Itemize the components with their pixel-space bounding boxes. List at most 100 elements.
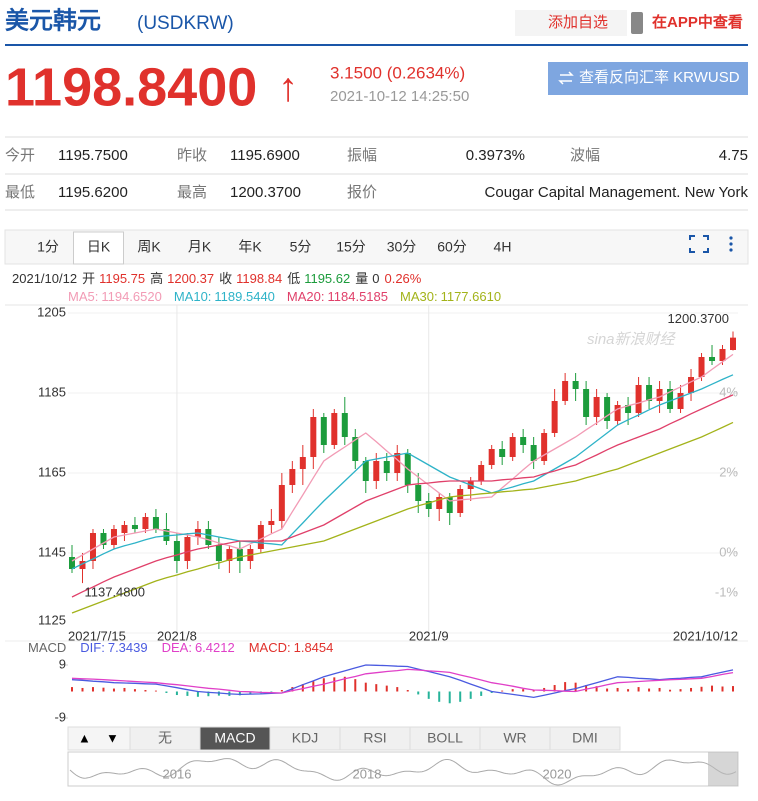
high-label: 1200.3700 [668, 311, 729, 326]
indicator-tab[interactable]: RSI [363, 730, 386, 746]
indicator-tabs: ▲ ▼ 无 MACD KDJ RSI BOLL WR DMI [67, 726, 621, 751]
code: (USDKRW) [137, 13, 234, 34]
tab[interactable]: 日K [87, 239, 111, 255]
x-tick-label: 2021/7/15 [68, 628, 126, 643]
candle-body [572, 381, 579, 389]
stat-label: 振幅 [347, 147, 377, 164]
candle-body [215, 545, 222, 561]
candle-body [415, 485, 422, 501]
candle-body [352, 437, 359, 461]
y-tick-label: 1145 [38, 544, 66, 559]
candle-body [89, 533, 96, 561]
stat-value: Cougar Capital Management. New York [485, 184, 749, 201]
macd-name: DIF: [80, 640, 105, 655]
ohlc-value: 1198.84 [236, 271, 282, 286]
candle-body [499, 449, 506, 457]
tab[interactable]: 月K [188, 239, 212, 255]
reverse-label[interactable]: 查看反向汇率 KRWUSD [579, 69, 740, 86]
candle-body [446, 497, 453, 513]
ohlc-line: 2021/10/12 开 1195.75 高 1200.37 收 1198.84 低 1195.… [12, 271, 422, 286]
tab[interactable]: 周K [137, 239, 161, 255]
change: 3.1500 (0.2634%) [330, 63, 465, 82]
tab[interactable]: 15分 [336, 239, 366, 255]
candle-body [173, 541, 180, 561]
ohlc-value: 1195.75 [99, 271, 145, 286]
tab[interactable]: 年K [238, 239, 262, 255]
y2-tick-label: -1% [715, 584, 739, 599]
arrow-button[interactable]: ▼ [106, 730, 119, 745]
price: 1198.8400 [5, 57, 257, 117]
candle-body [205, 529, 212, 545]
y-tick-label: 1165 [38, 464, 66, 479]
candle-body [583, 389, 590, 417]
tabs: 1分 日K 周K 月K 年K 5分 15分 30分 60分 4H [37, 231, 512, 265]
add-bg[interactable] [515, 10, 627, 36]
arrow-button[interactable]: ▲ [78, 730, 91, 745]
date: 2021/10/12 [12, 271, 77, 286]
stat-label: 最高 [177, 184, 207, 201]
stat-value: 1200.3700 [230, 184, 301, 201]
candle-body [299, 457, 306, 469]
ma-value: 1177.6610 [441, 289, 502, 304]
macd-chart: 9 -9 [5, 640, 748, 724]
ohlc-value: 1195.62 [304, 271, 350, 286]
stat-label: 最低 [5, 184, 35, 201]
chart: 1205 1185 1165 1145 1125 4% 2% 0% -1% 2021/7/15 20… [37, 304, 738, 643]
tab[interactable]: 5分 [290, 239, 312, 255]
app-link[interactable]: 在APP中查看 [652, 13, 743, 31]
ohlc-change: 0.26% [384, 271, 421, 286]
candle-body [457, 489, 464, 513]
macd-title: MACD [28, 640, 66, 655]
candle-body [688, 377, 695, 393]
tab-active-bg [73, 231, 124, 265]
candle-body [278, 485, 285, 521]
tab[interactable]: 4H [494, 239, 512, 255]
candle-body [656, 389, 663, 401]
candle-body [541, 433, 548, 461]
indicator-tab[interactable]: KDJ [292, 730, 318, 746]
macd-bar-name: MACD: [249, 640, 291, 655]
stat-label: 波幅 [570, 147, 600, 164]
candle-body [436, 497, 443, 509]
candle-body [530, 445, 537, 461]
candle-body [100, 533, 107, 545]
indicator-tab[interactable]: 无 [158, 730, 172, 746]
stat-value: 1195.6200 [58, 184, 128, 201]
stat-value: 1195.7500 [58, 147, 128, 164]
arrow: ↑ [278, 66, 298, 110]
macd-tick-label: 9 [59, 656, 66, 671]
reverse-button[interactable] [548, 62, 748, 95]
candle-body [331, 413, 338, 445]
tab[interactable]: 1分 [37, 239, 59, 255]
tab[interactable]: 30分 [387, 239, 417, 255]
ma-name: MA20: [287, 289, 325, 304]
ohlc-label: 低 [287, 271, 300, 286]
macd-tick-label: -9 [54, 709, 66, 724]
candle-body [268, 521, 275, 525]
indicator-tab[interactable]: BOLL [427, 730, 463, 746]
candle-body [184, 537, 191, 561]
candle-body [425, 501, 432, 509]
indicator-tab[interactable]: WR [503, 730, 526, 746]
candle-body [604, 397, 611, 421]
tab[interactable]: 60分 [437, 239, 467, 255]
x-tick-label: 2021/9 [409, 628, 449, 643]
indicator-tab[interactable]: DMI [572, 730, 598, 746]
fullscreen-icon[interactable] [689, 235, 709, 253]
candle-body [625, 405, 632, 413]
candle-body [677, 393, 684, 409]
macd-bar-value: 1.8454 [294, 640, 334, 655]
y2-tick-label: 4% [719, 384, 738, 399]
y2-tick-label: 0% [719, 544, 738, 559]
swap-icon [558, 71, 574, 85]
candle-body [236, 549, 243, 561]
menu-icon[interactable] [729, 236, 733, 252]
indicator-tab[interactable]: MACD [214, 730, 255, 746]
candle-body [646, 385, 653, 401]
candle-body [142, 517, 149, 529]
candle-body [614, 405, 621, 421]
candle-body [719, 349, 726, 361]
add-watch[interactable]: 添加自选 [548, 14, 608, 31]
navigator-handle[interactable] [708, 752, 738, 786]
